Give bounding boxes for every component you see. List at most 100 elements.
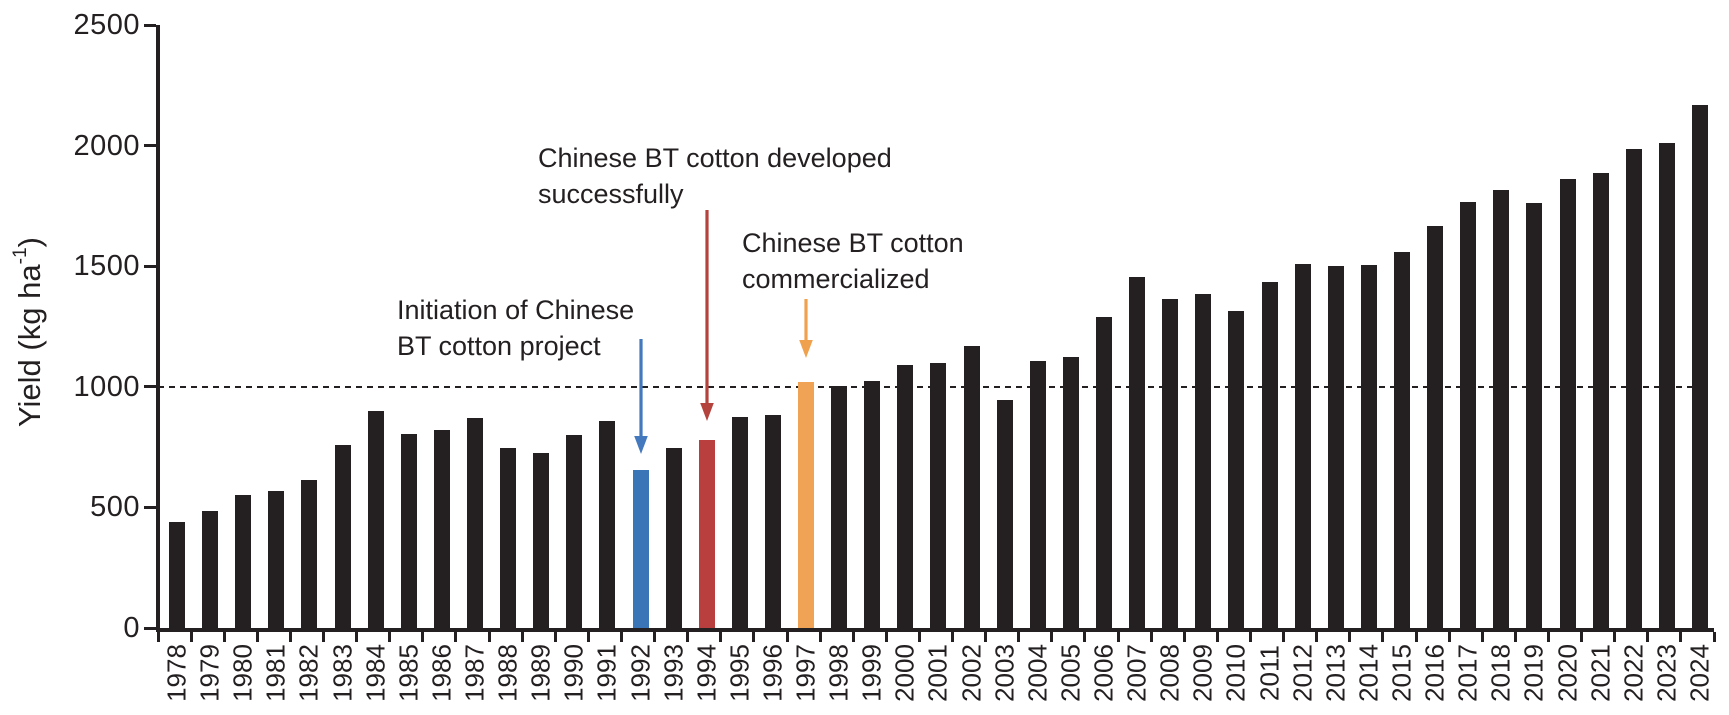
down-arrow-icon (699, 210, 714, 421)
x-tick (1116, 632, 1120, 642)
x-tick (752, 632, 756, 642)
year-tick-label: 2020 (1552, 644, 1582, 702)
x-tick (189, 632, 193, 642)
x-tick (1712, 632, 1716, 642)
y-tick (144, 23, 156, 27)
bar (235, 495, 252, 628)
bar (566, 435, 583, 628)
bar (731, 416, 748, 628)
year-tick-label: 1982 (293, 644, 324, 702)
year-tick-label: 1983 (327, 644, 358, 702)
year-tick-label: 2001 (922, 644, 953, 702)
annotation-text: Chinese BT cotton commercialized (742, 225, 964, 297)
annotation-line: Chinese BT cotton (742, 228, 964, 258)
year-tick-label: 1981 (260, 644, 291, 702)
y-tick-label: 1500 (73, 250, 140, 283)
year-tick-label: 2010 (1220, 644, 1251, 702)
bar (665, 448, 682, 628)
year-tick-label: 1986 (426, 644, 457, 702)
year-tick-label: 1991 (591, 644, 622, 702)
year-tick-label: 1998 (823, 644, 854, 702)
y-tick (144, 264, 156, 268)
bar (1261, 281, 1278, 628)
x-tick (653, 632, 657, 642)
year-tick-label: 1995 (724, 644, 755, 702)
year-tick-label: 1990 (558, 644, 589, 702)
x-tick (487, 632, 491, 642)
bar (1493, 190, 1510, 628)
bar (202, 511, 219, 628)
x-axis-line (156, 628, 1714, 632)
year-tick-label: 2021 (1585, 644, 1616, 702)
year-tick-label: 2015 (1386, 644, 1417, 702)
x-tick (1546, 632, 1550, 642)
bar (1228, 310, 1245, 628)
year-tick-label: 2004 (1022, 644, 1053, 702)
bar (1427, 226, 1444, 628)
x-tick (1282, 632, 1286, 642)
annotation-line: Chinese BT cotton developed (538, 143, 892, 173)
bar (764, 414, 781, 628)
x-tick (1381, 632, 1385, 642)
x-tick (1646, 632, 1650, 642)
bar (864, 380, 881, 628)
year-tick-label: 1992 (625, 644, 656, 702)
bar (301, 479, 318, 628)
year-tick-label: 2000 (889, 644, 920, 702)
bar (1460, 202, 1477, 628)
y-tick-label: 0 (123, 612, 140, 644)
x-tick (1613, 632, 1617, 642)
x-tick (719, 632, 723, 642)
year-tick-label: 2006 (1088, 644, 1119, 702)
x-tick (818, 632, 822, 642)
bar (466, 418, 483, 628)
year-tick-label: 1979 (194, 644, 225, 702)
annotation-line: BT cotton project (397, 331, 601, 361)
bar (831, 385, 848, 628)
year-tick-label: 2019 (1518, 644, 1549, 702)
bar (963, 345, 980, 628)
annotation-line: commercialized (742, 264, 930, 294)
bar (1592, 173, 1609, 628)
bar (1195, 293, 1212, 628)
year-tick-label: 2022 (1618, 644, 1649, 702)
bar (599, 420, 616, 628)
year-tick-label: 2023 (1651, 644, 1682, 702)
year-tick-label: 2012 (1287, 644, 1318, 702)
x-tick (1182, 632, 1186, 642)
year-tick-label: 2016 (1419, 644, 1450, 702)
year-tick-label: 2009 (1187, 644, 1218, 702)
y-tick (144, 385, 156, 389)
bar (400, 433, 417, 628)
bar (1393, 251, 1410, 628)
bar (897, 365, 914, 628)
year-tick-label: 1996 (757, 644, 788, 702)
x-tick (1149, 632, 1153, 642)
year-tick-label: 1999 (856, 644, 887, 702)
x-tick (222, 632, 226, 642)
year-tick-label: 1985 (393, 644, 424, 702)
x-tick (156, 632, 160, 642)
x-tick (1414, 632, 1418, 642)
bar (996, 400, 1013, 628)
bar (1658, 143, 1675, 628)
x-tick (586, 632, 590, 642)
x-tick (421, 632, 425, 642)
year-tick-label: 2005 (1055, 644, 1086, 702)
y-axis-label-text: Yield (kg ha (12, 264, 47, 427)
x-tick (355, 632, 359, 642)
year-tick-label: 2013 (1320, 644, 1351, 702)
x-tick (1050, 632, 1054, 642)
annotation-line: Initiation of Chinese (397, 295, 635, 325)
year-tick-label: 1988 (492, 644, 523, 702)
x-tick (951, 632, 955, 642)
bar (798, 381, 815, 628)
bar (1526, 203, 1543, 628)
year-tick-label: 1993 (658, 644, 689, 702)
x-tick (1679, 632, 1683, 642)
bar (433, 430, 450, 628)
bar (1062, 356, 1079, 628)
year-tick-label: 1994 (691, 644, 722, 702)
y-tick (144, 144, 156, 148)
